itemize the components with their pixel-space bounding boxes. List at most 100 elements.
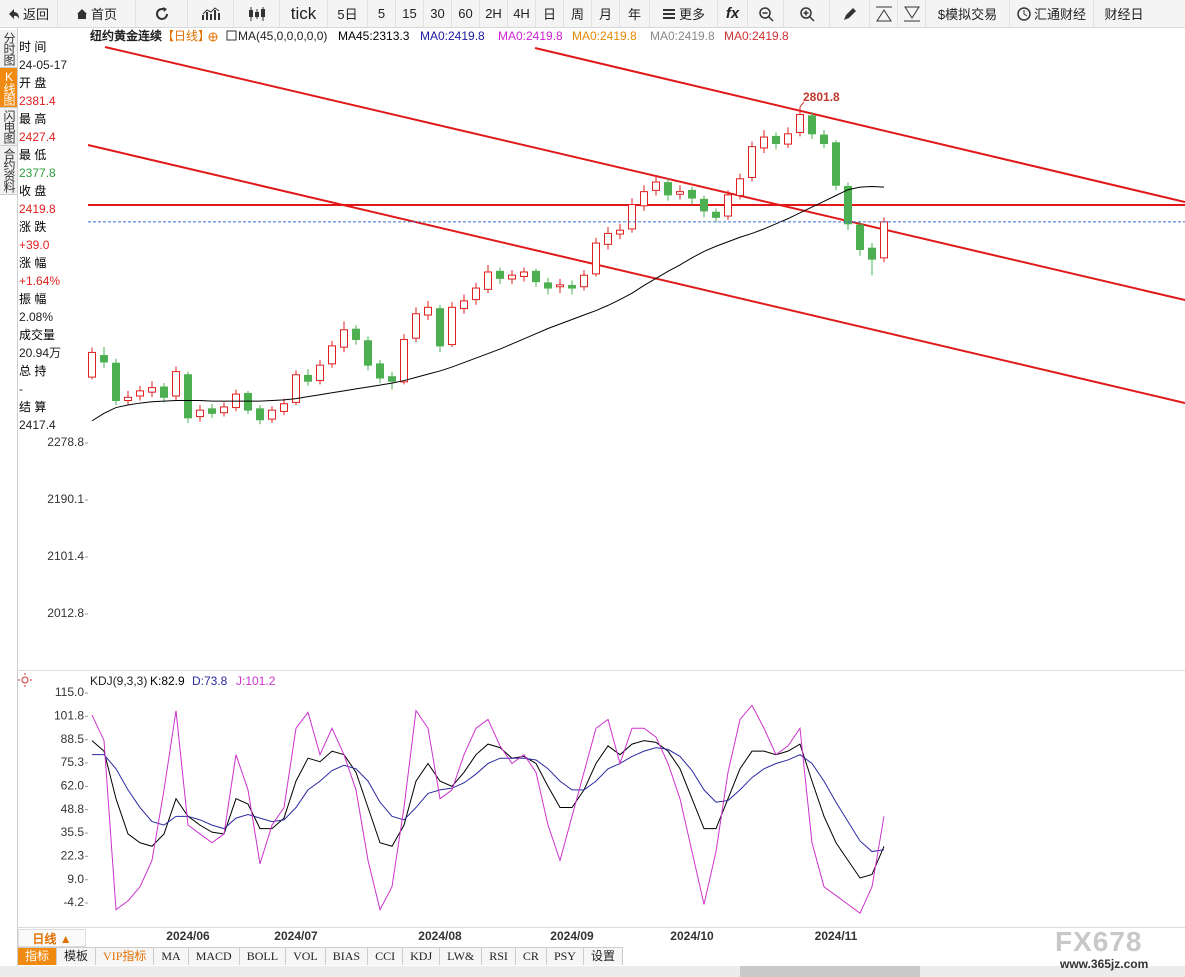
more-button[interactable]: 更多 (650, 0, 718, 27)
info-value: 2419.8 (19, 202, 56, 216)
zoom-in-button[interactable] (784, 0, 830, 27)
candle-body (556, 284, 564, 288)
candle-body (256, 408, 264, 421)
side-tab[interactable]: K线图 (0, 68, 17, 108)
period-button[interactable]: 2H (480, 0, 508, 27)
indicator-tab[interactable]: 模板 (57, 947, 97, 965)
candle-body (568, 284, 576, 289)
info-label: 成交量 (19, 328, 56, 342)
trend-line (104, 46, 1185, 301)
legend-entry: MA45:2313.3 (338, 29, 410, 43)
period-button[interactable]: 年 (620, 0, 650, 27)
period-button[interactable]: 5 (368, 0, 396, 27)
formula-button[interactable]: fx (718, 0, 748, 27)
y-tick-label: 2190.1 (47, 492, 84, 506)
candle-body (136, 390, 144, 397)
watermark-logo: FX678 (1055, 926, 1143, 957)
indicator-tab[interactable]: 设置 (583, 947, 623, 965)
candle-button[interactable] (234, 0, 280, 27)
indicator-tab[interactable]: MACD (188, 947, 240, 965)
legend-entry: MA0:2419.8 (650, 29, 715, 43)
news-button[interactable]: 汇通财经 (1010, 0, 1094, 27)
candle-body (760, 136, 768, 149)
label: 返回 (22, 7, 49, 22)
back-button[interactable]: 返回 (0, 0, 58, 27)
info-value: 2381.4 (19, 94, 56, 108)
draw-button[interactable] (830, 0, 870, 27)
candle-body (712, 211, 720, 218)
indicator-tab[interactable]: 指标 (18, 947, 58, 965)
line-chart-button[interactable] (188, 0, 234, 27)
period-button[interactable]: 30 (424, 0, 452, 27)
period-button[interactable]: tick (280, 0, 328, 27)
candle-body (640, 191, 648, 207)
candle-body (352, 328, 360, 340)
side-tab[interactable]: 合约资料 (0, 146, 17, 195)
candle-body (652, 181, 660, 191)
indicator-tab[interactable]: RSI (482, 947, 516, 965)
period-button[interactable]: 60 (452, 0, 480, 27)
legend-entry: MA0:2419.8 (420, 29, 485, 43)
x-tick-label: 2024/07 (274, 929, 318, 943)
candle-body (172, 371, 180, 397)
period-button[interactable]: 15 (396, 0, 424, 27)
indicator-tab[interactable]: VOL (286, 947, 326, 965)
indicator-tab[interactable]: LW& (440, 947, 483, 965)
indicator-tab[interactable]: CR (515, 947, 547, 965)
y-tick-label: 48.8 (61, 802, 85, 816)
candle-body (316, 364, 324, 382)
x-tick-label: 2024/06 (166, 929, 210, 943)
period-button[interactable]: 月 (592, 0, 620, 27)
side-tab[interactable]: 闪电图 (0, 108, 17, 146)
x-tick-label: 2024/11 (815, 929, 858, 943)
up-button[interactable] (870, 0, 898, 27)
candle-body (184, 374, 192, 419)
sun-icon (18, 673, 32, 687)
indicator-tab[interactable]: BIAS (325, 947, 369, 965)
indicator-tab[interactable]: KDJ (403, 947, 441, 965)
indicator-line (91, 186, 885, 422)
candle-body (784, 133, 792, 145)
sim-trade-button[interactable]: $模拟交易 (926, 0, 1010, 27)
candle-body (328, 345, 336, 365)
period-button[interactable]: 5日 (328, 0, 368, 27)
info-label: 最 低 (19, 148, 47, 162)
indicator-tab[interactable]: PSY (546, 947, 584, 965)
calendar-button[interactable]: 财经日 (1104, 7, 1144, 22)
candle-body (280, 403, 288, 412)
period-button[interactable]: 周 (564, 0, 592, 27)
home-button[interactable]: 首页 (58, 0, 136, 27)
period-toggle[interactable]: 日线 ▲ (18, 929, 86, 947)
indicator-tab[interactable]: BOLL (239, 947, 287, 965)
info-value: +39.0 (19, 238, 50, 252)
y-tick-label: 2012.8 (47, 606, 84, 620)
y-tick-label: 62.0 (61, 779, 85, 793)
down-button[interactable] (898, 0, 926, 27)
y-tick-label: 2278.8 (47, 435, 84, 449)
indicator-label: MA(45,0,0,0,0,0) (238, 29, 327, 43)
indicator-line (91, 740, 885, 879)
candle-body (340, 329, 348, 348)
trend-line (87, 144, 1185, 404)
candle-body (400, 338, 408, 383)
indicator-tab[interactable]: MA (154, 947, 189, 965)
candle-body (700, 198, 708, 212)
info-label: 结 算 (19, 400, 47, 414)
candle-body (604, 232, 612, 245)
indicator-tab[interactable]: CCI (368, 947, 404, 965)
side-tab[interactable]: 分时图 (0, 30, 17, 68)
indicator-tabs: 指标 模板 VIP指标 MA MACD BOLL VOL BIAS CCI KDJ LW& RSI CR… (18, 947, 623, 965)
toolbar: 返回 首页 tick 5日 5 15 30 60 2H 4H 日 周 月 年 更… (0, 0, 1185, 28)
scrollbar (0, 966, 1185, 977)
indicator-tab[interactable]: VIP指标 (96, 947, 155, 965)
period-button[interactable]: 日 (536, 0, 564, 27)
candle-body (424, 306, 432, 316)
scroll-thumb[interactable] (740, 966, 920, 977)
candle-body (244, 392, 252, 411)
refresh-button[interactable] (136, 0, 188, 27)
legend-entry: D:73.8 (192, 674, 228, 688)
zoom-out-button[interactable] (748, 0, 784, 27)
period-button[interactable]: 4H (508, 0, 536, 27)
candle-body (688, 189, 696, 199)
candle-body (124, 396, 132, 401)
